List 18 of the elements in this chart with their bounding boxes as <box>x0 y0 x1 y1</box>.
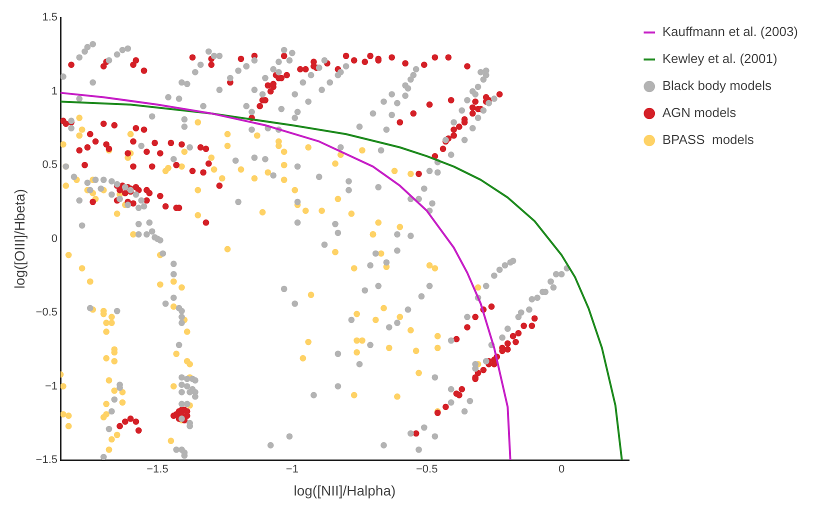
y-tick-label: −0.5 <box>36 306 58 319</box>
x-tick-label: 0 <box>558 464 565 476</box>
legend-label: AGN models <box>662 105 737 120</box>
legend-label: Kewley et al. (2001) <box>662 51 778 66</box>
y-tick-label: −1.5 <box>36 454 58 466</box>
legend-label: Kauffmann et al. (2003) <box>662 24 798 40</box>
x-axis-title: log([NII]/Halpha) <box>294 482 396 498</box>
y-tick-label: 1.5 <box>42 12 58 24</box>
y-tick-label: −1 <box>44 380 58 392</box>
x-tick-label: −1.5 <box>146 464 168 476</box>
x-tick-label: −1 <box>286 464 298 476</box>
legend-label: BPASS models <box>662 132 754 148</box>
y-axis-title: log([OIII]/Hbeta) <box>11 189 28 289</box>
legend-label: Black body models <box>662 78 772 94</box>
y-tick-label: 0 <box>51 232 58 245</box>
y-tick-label: 0.5 <box>42 159 58 172</box>
x-tick-label: −0.5 <box>416 464 438 476</box>
y-tick-label: 1 <box>51 85 58 98</box>
